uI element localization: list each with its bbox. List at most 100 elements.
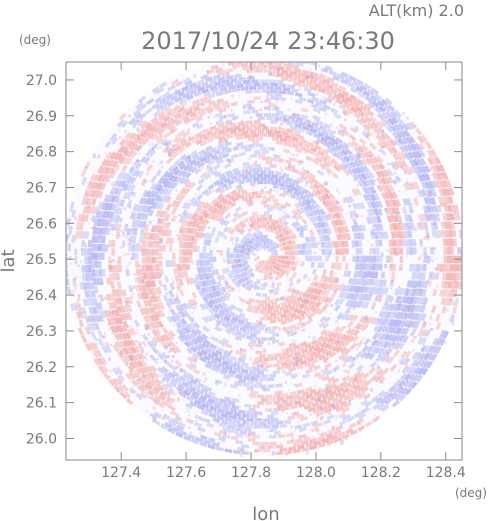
radar-cell — [281, 179, 290, 185]
radar-cell — [138, 284, 144, 292]
radar-cell — [303, 354, 311, 361]
radar-cell — [78, 319, 85, 328]
radar-cell — [240, 282, 247, 289]
radar-cell — [173, 112, 182, 119]
radar-speckle — [443, 255, 445, 257]
radar-cell — [412, 296, 418, 305]
radar-cell — [131, 220, 137, 228]
radar-cell — [413, 320, 421, 329]
radar-speckle — [271, 430, 273, 433]
radar-speckle — [143, 274, 146, 278]
radar-cell — [313, 126, 322, 133]
radar-cell — [370, 193, 377, 202]
radar-cell — [329, 88, 338, 95]
radar-speckle — [258, 339, 261, 344]
radar-speckle — [287, 120, 290, 124]
radar-cell — [230, 435, 239, 441]
radar-cell — [442, 272, 447, 281]
radar-speckle — [116, 263, 119, 266]
radar-speckle — [202, 329, 206, 332]
radar-speckle — [267, 342, 270, 345]
radar-speckle — [73, 284, 77, 291]
radar-speckle — [132, 391, 134, 393]
radar-speckle — [329, 313, 331, 315]
radar-cell — [155, 168, 163, 177]
radar-cell — [260, 367, 269, 372]
radar-speckle — [233, 264, 236, 268]
radar-cell — [287, 139, 296, 145]
radar-cell — [121, 357, 130, 367]
radar-speckle — [318, 405, 323, 411]
radar-cell — [389, 363, 398, 372]
radar-cell — [326, 414, 335, 421]
radar-cell — [91, 235, 96, 244]
radar-speckle — [180, 152, 182, 155]
radar-cell — [290, 373, 299, 379]
radar-cell — [108, 301, 114, 310]
radar-speckle — [85, 245, 87, 248]
radar-speckle — [305, 182, 308, 186]
radar-cell — [114, 308, 121, 318]
radar-speckle — [291, 153, 295, 157]
radar-speckle — [133, 177, 137, 181]
radar-speckle — [191, 388, 195, 394]
radar-cell — [284, 213, 291, 219]
radar-cell — [121, 156, 129, 165]
radar-speckle — [216, 356, 220, 361]
radar-cell — [279, 259, 285, 265]
radar-cell — [276, 79, 285, 84]
radar-speckle — [126, 300, 129, 303]
radar-cell — [202, 316, 210, 324]
radar-cell — [92, 349, 100, 359]
radar-speckle — [187, 338, 189, 340]
radar-cell — [100, 201, 107, 211]
radar-cell — [302, 304, 309, 311]
radar-cell — [376, 332, 384, 340]
radar-cell — [178, 278, 185, 286]
radar-cell — [373, 200, 380, 209]
radar-cell — [251, 225, 258, 231]
radar-speckle — [401, 236, 404, 239]
radar-speckle — [389, 122, 391, 125]
radar-speckle — [385, 352, 389, 357]
radar-speckle — [195, 193, 198, 196]
radar-cell — [244, 366, 253, 371]
radar-cell — [94, 244, 99, 252]
radar-speckle — [375, 235, 379, 238]
radar-cell — [213, 148, 221, 155]
radar-cell — [144, 382, 153, 391]
radar-speckle — [322, 181, 326, 186]
radar-cell — [305, 318, 314, 325]
radar-speckle — [86, 204, 91, 208]
radar-speckle — [143, 205, 146, 208]
radar-speckle — [205, 168, 207, 171]
radar-speckle — [123, 253, 127, 257]
radar-cell — [265, 129, 274, 134]
radar-speckle — [293, 71, 295, 73]
radar-cell — [266, 445, 275, 449]
radar-cell — [113, 222, 119, 232]
radar-speckle — [271, 281, 276, 286]
radar-cell — [166, 147, 174, 155]
radar-cell — [253, 360, 261, 365]
radar-speckle — [246, 252, 249, 255]
radar-cell — [431, 345, 439, 354]
radar-cell — [305, 393, 314, 399]
radar-speckle — [244, 248, 246, 251]
radar-speckle — [284, 400, 287, 403]
radar-speckle — [243, 421, 246, 425]
radar-cell — [203, 98, 212, 104]
radar-speckle — [272, 226, 275, 230]
radar-cell — [158, 252, 163, 260]
radar-cell — [239, 267, 245, 273]
radar-cell — [282, 297, 290, 303]
radar-speckle — [173, 324, 176, 327]
radar-cell — [369, 208, 376, 216]
radar-cell — [213, 164, 221, 171]
radar-speckle — [255, 160, 258, 164]
radar-cell — [416, 296, 422, 305]
radar-speckle — [153, 220, 155, 222]
radar-cell — [337, 325, 346, 334]
radar-speckle — [306, 444, 310, 447]
radar-cell — [143, 130, 152, 139]
